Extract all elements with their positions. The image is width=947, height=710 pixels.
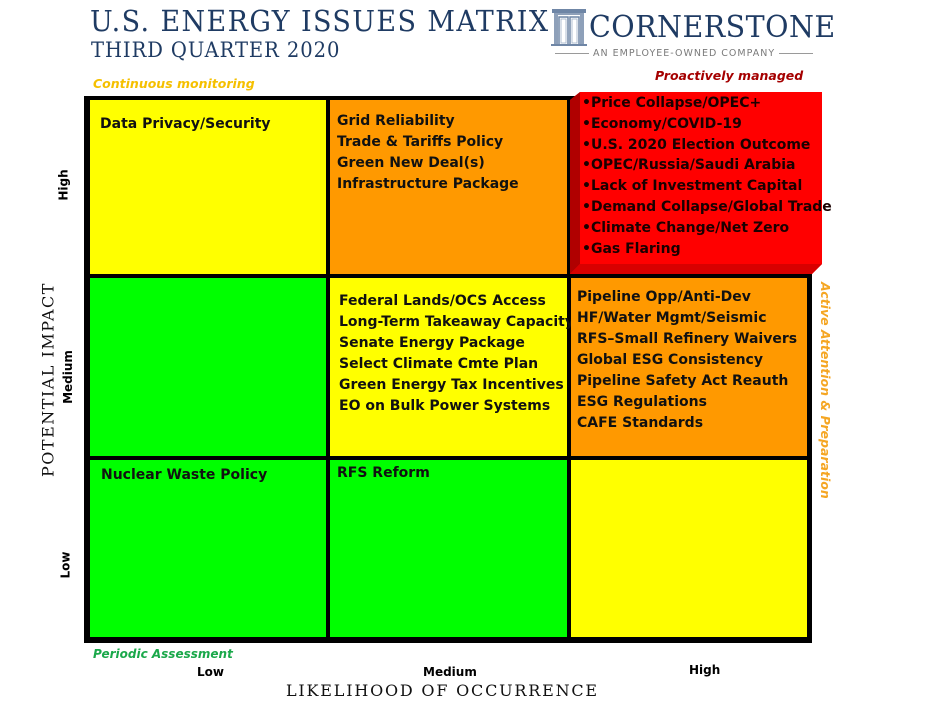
cell-low-impact-medium-likelihood: RFS Reform [330, 460, 567, 637]
issue-item: RFS–Small Refinery Waivers [577, 331, 798, 347]
zone-label-periodic-assessment: Periodic Assessment [93, 647, 233, 661]
issue-item: Data Privacy/Security [100, 116, 271, 132]
issue-item: •Gas Flaring [582, 240, 681, 257]
cell-medium-impact-low-likelihood [90, 278, 326, 456]
x-axis-title: LIKELIHOOD OF OCCURRENCE [286, 681, 599, 700]
logo-tagline: AN EMPLOYEE-OWNED COMPANY [551, 48, 817, 59]
issue-item: Infrastructure Package [337, 176, 519, 192]
x-tick-medium: Medium [423, 665, 477, 679]
cell-low-impact-low-likelihood: Nuclear Waste Policy [90, 460, 326, 637]
page-title: U.S. ENERGY ISSUES MATRIX [90, 4, 550, 38]
x-tick-low: Low [197, 665, 224, 679]
cell-medium-impact-high-likelihood: Pipeline Opp/Anti-Dev HF/Water Mgmt/Seis… [571, 278, 807, 456]
issue-item: •Climate Change/Net Zero [582, 219, 790, 236]
issue-item: Senate Energy Package [339, 335, 525, 351]
logo-name: CORNERSTONE [589, 10, 836, 45]
cell-low-impact-high-likelihood [571, 460, 807, 637]
issue-item: Pipeline Safety Act Reauth [577, 373, 789, 389]
issue-item: CAFE Standards [577, 415, 704, 431]
cell-high-impact-high-likelihood: •Price Collapse/OPEC+ •Economy/COVID-19 … [570, 92, 832, 274]
cell-medium-impact-medium-likelihood: Federal Lands/OCS Access Long-Term Takea… [330, 278, 574, 456]
zone-label-proactively-managed: Proactively managed [655, 68, 804, 83]
door-icon [551, 9, 587, 46]
bevel-box [570, 92, 822, 274]
issue-item: Nuclear Waste Policy [101, 467, 268, 483]
page-subtitle: THIRD QUARTER 2020 [91, 38, 341, 62]
zone-label-continuous-monitoring: Continuous monitoring [93, 76, 255, 91]
issue-item: Trade & Tariffs Policy [337, 134, 504, 150]
issue-item: •Demand Collapse/Global Trade [582, 198, 832, 215]
y-tick-high: High [56, 169, 71, 201]
zone-label-active-attention: Active Attention & Preparation [818, 282, 833, 499]
issue-item: •OPEC/Russia/Saudi Arabia [582, 157, 796, 174]
issue-item: Pipeline Opp/Anti-Dev [577, 289, 751, 305]
issue-item: Grid Reliability [337, 113, 455, 129]
issue-item: Select Climate Cmte Plan [339, 356, 539, 372]
issue-item: RFS Reform [337, 465, 430, 481]
y-axis-title: POTENTIAL IMPACT [38, 282, 58, 477]
y-tick-low: Low [58, 551, 73, 579]
risk-matrix: Data Privacy/Security Grid Reliability T… [84, 92, 832, 643]
issue-item: HF/Water Mgmt/Seismic [577, 310, 767, 326]
y-tick-medium: Medium [60, 350, 75, 404]
cell-high-impact-low-likelihood: Data Privacy/Security [90, 100, 326, 274]
issue-item: Long-Term Takeaway Capacity [339, 314, 574, 330]
issue-item: Green New Deal(s) [337, 155, 485, 171]
issue-item: EO on Bulk Power Systems [339, 398, 551, 414]
issue-item: •U.S. 2020 Election Outcome [582, 136, 811, 153]
issue-item: •Lack of Investment Capital [582, 178, 803, 195]
issue-item: •Economy/COVID-19 [582, 115, 742, 132]
issue-item: ESG Regulations [577, 394, 707, 410]
issue-item: Global ESG Consistency [577, 352, 763, 368]
cornerstone-logo: CORNERSTONE AN EMPLOYEE-OWNED COMPANY [551, 8, 835, 59]
issue-item: •Price Collapse/OPEC+ [582, 95, 762, 111]
issue-item: Green Energy Tax Incentives [339, 377, 564, 393]
issue-item: Federal Lands/OCS Access [339, 293, 546, 309]
cell-high-impact-medium-likelihood: Grid Reliability Trade & Tariffs Policy … [330, 100, 567, 274]
x-tick-high: High [689, 663, 721, 677]
